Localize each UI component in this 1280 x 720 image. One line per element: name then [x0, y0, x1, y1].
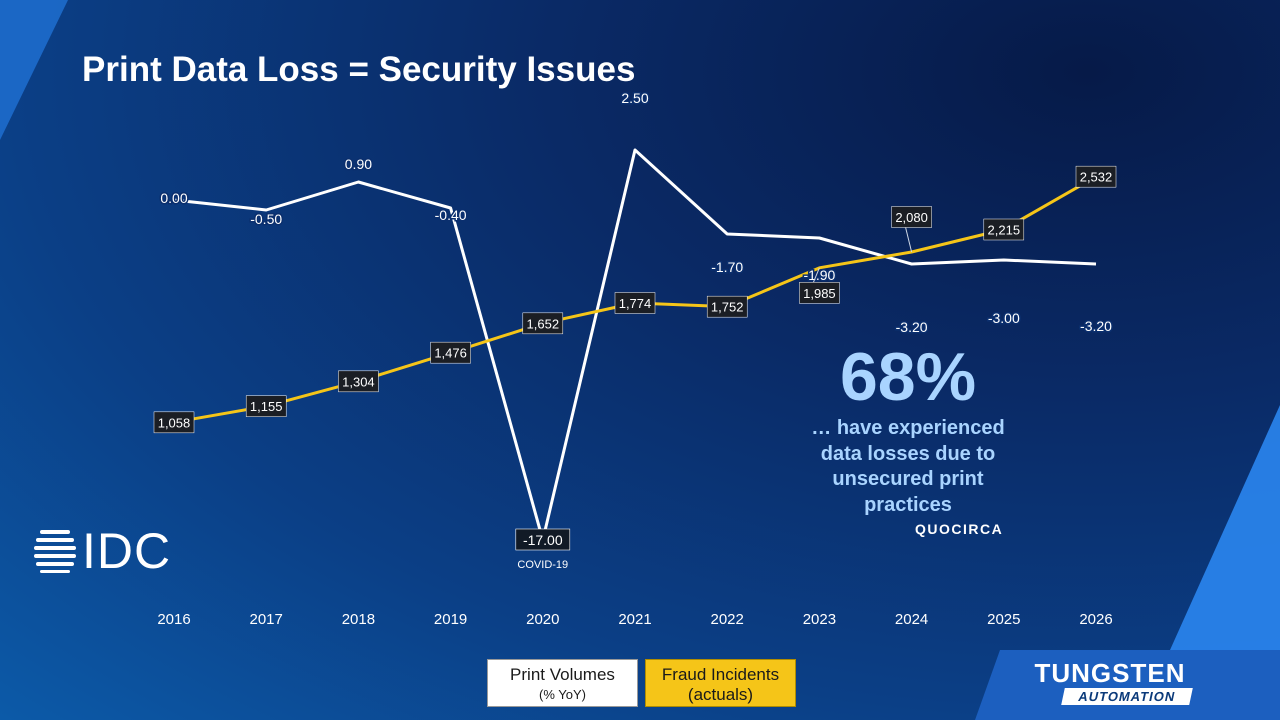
x-tick-label: 2022 — [711, 611, 744, 628]
callout-percentage: 68% — [839, 339, 977, 415]
annotation-covid: COVID-19 — [517, 559, 568, 571]
fraud-data-label: 1,304 — [342, 374, 375, 389]
print-data-label: 0.00 — [160, 190, 187, 206]
fraud-label-box — [153, 411, 195, 434]
chart-legend: Print Volumes (% YoY) Fraud Incidents (a… — [487, 659, 796, 707]
stat-callout: 68% … have experienced data losses due t… — [790, 338, 1026, 518]
fraud-data-label: 2,215 — [988, 223, 1021, 238]
brand-top-text: TUNGSTEN — [1034, 658, 1186, 688]
fraud-label-box — [1075, 165, 1117, 188]
x-tick-label: 2018 — [342, 611, 375, 628]
series-line-print-volumes — [173, 148, 1097, 542]
legend-fraud-label: Fraud Incidents — [661, 665, 780, 684]
callout-line-1: … have experienced — [811, 417, 1005, 439]
print-data-label: -3.00 — [988, 310, 1020, 326]
fraud-data-label: 2,080 — [895, 210, 928, 225]
fraud-label-box — [706, 295, 748, 318]
x-tick-label: 2017 — [250, 611, 283, 628]
print-data-label: 2.50 — [621, 90, 648, 106]
fraud-label-box — [983, 218, 1025, 241]
fraud-label-leader — [812, 267, 820, 283]
legend-fraud-incidents: Fraud Incidents (actuals) — [645, 659, 796, 707]
x-tick-label: 2021 — [618, 611, 651, 628]
legend-print-volumes: Print Volumes (% YoY) — [487, 659, 638, 707]
x-tick-label: 2024 — [895, 611, 928, 628]
fraud-label-box — [614, 292, 656, 314]
fraud-data-label: 1,774 — [619, 296, 652, 311]
idc-logo-icon — [34, 530, 76, 573]
x-tick-label: 2020 — [526, 611, 559, 628]
legend-print-label: Print Volumes — [510, 665, 615, 684]
print-data-label: -1.70 — [711, 259, 743, 275]
fraud-data-label: 2,532 — [1080, 170, 1113, 185]
fraud-label-leader — [905, 227, 913, 253]
fraud-data-label: 1,476 — [434, 346, 467, 361]
fraud-label-box — [245, 395, 287, 417]
fraud-data-label: 1,985 — [803, 286, 836, 301]
print-data-label: -1.90 — [803, 267, 835, 283]
callout-line-2: data losses due to — [820, 442, 996, 465]
x-tick-label: 2023 — [803, 611, 836, 628]
x-tick-label: 2016 — [157, 611, 190, 628]
brand-bottom-text: AUTOMATION — [1061, 688, 1193, 705]
fraud-data-label: 1,155 — [250, 399, 283, 414]
x-tick-label: 2019 — [434, 611, 467, 628]
legend-fraud-sub: (actuals) — [687, 685, 754, 704]
legend-print-sub: (% YoY) — [539, 687, 586, 702]
callout-source: QUOCIRCA — [915, 521, 1004, 537]
tungsten-automation-logo: TUNGSTEN AUTOMATION — [1025, 660, 1195, 705]
fraud-label-box — [522, 312, 564, 335]
print-label-box — [515, 528, 571, 551]
print-data-label: -0.40 — [435, 207, 467, 223]
fraud-label-box — [338, 370, 379, 393]
print-data-label: -3.20 — [1080, 318, 1112, 334]
data-labels: 0.00 -0.50 0.90 -0.40 -17.00 2.50 -1.70 -1.90 -3… — [153, 89, 1117, 571]
fraud-data-label: 1,752 — [711, 300, 744, 315]
slide-title: Print Data Loss = Security Issues — [82, 50, 636, 89]
fraud-label-box — [430, 341, 471, 364]
x-tick-label: 2025 — [987, 611, 1020, 628]
print-data-label: -0.50 — [250, 211, 282, 227]
print-data-label: -3.20 — [896, 319, 928, 335]
x-axis: 2016 2017 2018 2019 2020 2021 2022 2023 2024 2025… — [157, 611, 1112, 628]
x-tick-label: 2026 — [1079, 611, 1112, 628]
idc-logo-text: IDC — [82, 523, 172, 579]
callout-line-3: unsecured print — [832, 468, 984, 490]
print-data-label: 0.90 — [345, 156, 372, 172]
callout-line-4: practices — [864, 493, 952, 516]
fraud-label-box — [891, 206, 932, 228]
print-data-label: -17.00 — [523, 532, 563, 548]
fraud-label-box — [799, 282, 840, 304]
fraud-data-label: 1,058 — [158, 415, 191, 430]
fraud-data-label: 1,652 — [527, 316, 560, 331]
